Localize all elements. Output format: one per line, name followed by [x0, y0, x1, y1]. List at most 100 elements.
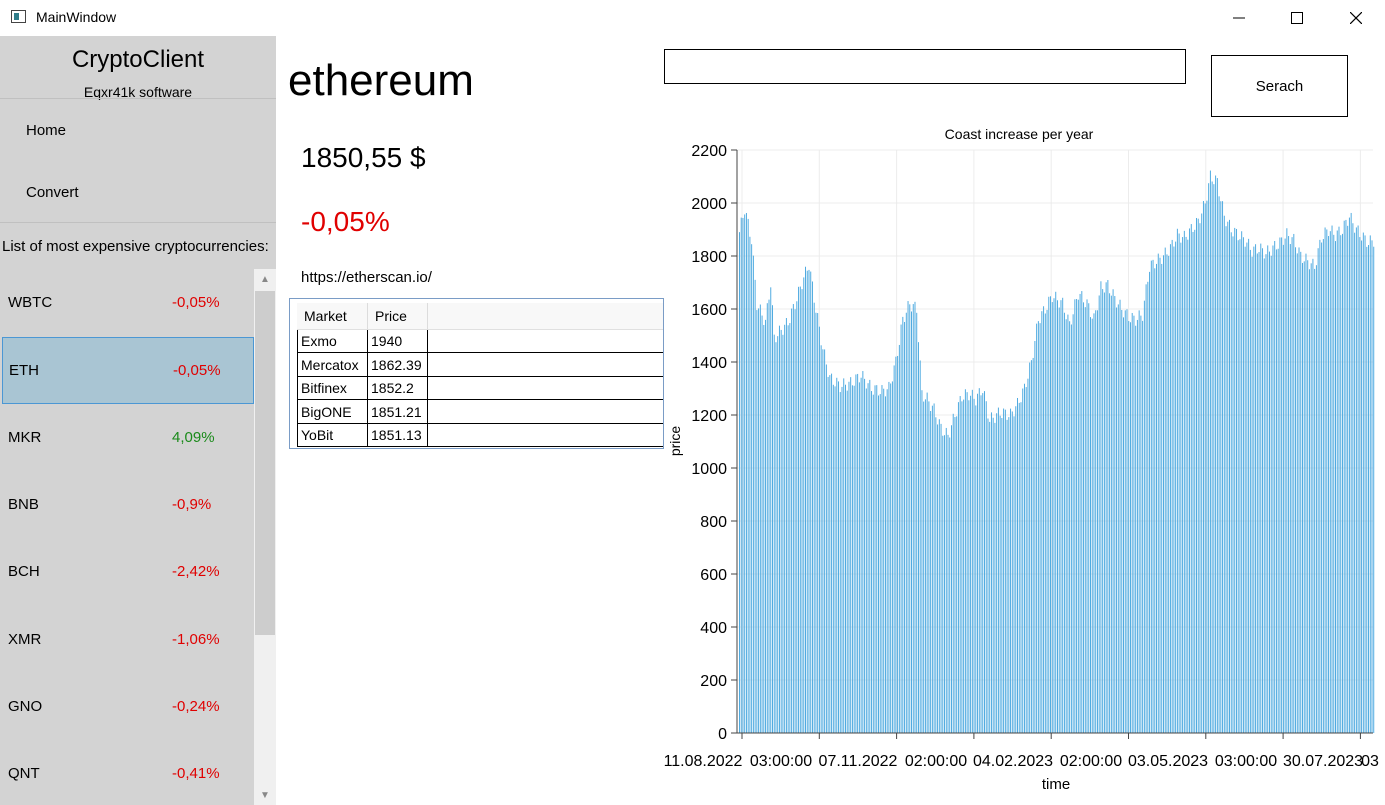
chart-bar	[952, 413, 954, 733]
chart-bar	[1096, 310, 1098, 733]
scroll-down-arrow-icon[interactable]: ▼	[260, 789, 270, 801]
table-row[interactable]: Bitfinex 1852.2	[297, 377, 663, 400]
chart-bar	[1157, 253, 1159, 733]
chart-bar	[1069, 321, 1071, 733]
chart-bar	[1110, 295, 1112, 733]
scroll-up-arrow-icon[interactable]: ▲	[260, 273, 270, 285]
chart-bar	[754, 279, 756, 733]
crypto-list-item[interactable]: BNB -0,9%	[2, 472, 254, 539]
column-separator	[427, 303, 428, 329]
chart-bar	[1185, 236, 1187, 733]
chart-bar	[904, 321, 906, 733]
crypto-list-item[interactable]: XMR -1,06%	[2, 607, 254, 674]
nav-convert[interactable]: Convert	[26, 184, 79, 201]
chart-bar	[1095, 310, 1097, 733]
chart-bar	[815, 312, 817, 733]
chart-bar	[1343, 220, 1345, 733]
chart-bar	[1201, 213, 1203, 733]
chart-bar	[772, 305, 773, 733]
search-input[interactable]	[664, 49, 1186, 84]
table-row[interactable]: Mercatox 1862.39	[297, 354, 663, 377]
chart-bar	[996, 413, 998, 733]
minimize-button[interactable]	[1210, 0, 1268, 36]
chart-bar	[805, 266, 806, 733]
chart-bar	[785, 318, 787, 733]
chart-bar	[973, 398, 975, 733]
close-button[interactable]	[1327, 0, 1385, 36]
chart-bar	[1281, 237, 1283, 734]
chart-bar	[749, 236, 751, 733]
table-row[interactable]: BigONE 1851.21	[297, 401, 663, 424]
chart-bar	[1171, 239, 1173, 734]
chart-bar	[895, 356, 897, 733]
crypto-list-item[interactable]: MKR 4,09%	[2, 405, 254, 472]
crypto-list-item[interactable]: WBTC -0,05%	[2, 270, 254, 337]
chart-bar	[1310, 263, 1312, 733]
chart-bar	[1020, 402, 1022, 733]
chart-bar	[751, 244, 753, 733]
chart-bar	[1204, 203, 1206, 734]
app-name: CryptoClient	[71, 46, 205, 73]
crypto-list-item[interactable]: ETH -0,05%	[2, 337, 254, 405]
chart-bar	[1128, 321, 1130, 733]
crypto-list-item[interactable]: QNT -0,41%	[2, 741, 254, 805]
chart-bar	[1213, 184, 1215, 733]
crypto-list-item[interactable]: GNO -0,24%	[2, 674, 254, 741]
column-header-price[interactable]: Price	[375, 308, 407, 324]
chart-bar	[879, 394, 881, 733]
coin-link[interactable]: https://etherscan.io/	[301, 269, 432, 286]
crypto-list-item[interactable]: BCH -2,42%	[2, 539, 254, 606]
chart-bar	[1145, 284, 1147, 733]
chart-bar	[1357, 225, 1359, 733]
chart-bar	[935, 417, 937, 733]
chart-bar	[884, 396, 886, 733]
chart-bar	[782, 334, 784, 733]
chart-bar	[878, 395, 879, 733]
chart-bar	[938, 419, 940, 733]
chart-bar	[1180, 242, 1182, 733]
nav-home[interactable]: Home	[26, 122, 67, 139]
chart-bar	[744, 214, 746, 733]
chart-bar	[1348, 217, 1350, 733]
chart-bar	[824, 349, 826, 733]
chart-bar	[1336, 230, 1338, 733]
chart-bar	[1048, 296, 1050, 733]
chart-bar	[1093, 313, 1095, 733]
y-tick-label: 1800	[691, 249, 727, 266]
crypto-change: -2,42%	[172, 563, 220, 581]
chart-bar	[1147, 281, 1149, 733]
chart-bar	[1307, 260, 1309, 733]
chart-bar	[1006, 419, 1008, 733]
scrollbar-thumb[interactable]	[255, 291, 275, 635]
chart-bar	[1211, 181, 1213, 734]
chart-bar	[864, 378, 866, 733]
table-row[interactable]: Exmo 1940	[297, 330, 663, 353]
chart-bar	[891, 381, 893, 733]
chart-bar	[1331, 225, 1333, 733]
chart-bar	[832, 384, 834, 733]
chart-bar	[982, 393, 984, 733]
chart-bar	[1015, 406, 1017, 733]
chart-bar	[1321, 242, 1323, 733]
chart-bar	[1107, 280, 1109, 733]
chart-bar	[977, 393, 979, 733]
chart-bar	[1156, 263, 1158, 733]
chart-bar	[956, 416, 958, 733]
chart-grid	[737, 149, 1373, 734]
chart-bar	[916, 312, 918, 733]
search-button[interactable]: Serach	[1211, 55, 1348, 117]
chart-bar	[865, 388, 867, 733]
crypto-symbol: XMR	[8, 630, 42, 648]
chart-bar	[780, 329, 782, 733]
chart-bar	[978, 388, 980, 733]
chart-bar	[1269, 251, 1270, 734]
crypto-list-scrollbar[interactable]: ▲ ▼	[254, 269, 276, 805]
maximize-button[interactable]	[1268, 0, 1326, 36]
column-header-market[interactable]: Market	[304, 308, 347, 324]
chart-bar	[1142, 320, 1144, 733]
chart-bar	[1347, 225, 1349, 733]
chart-bar	[1312, 258, 1314, 733]
chart-bar	[1067, 314, 1069, 733]
coin-price: 1850,55 $	[301, 142, 426, 173]
table-row[interactable]: YoBit 1851.13	[297, 424, 663, 447]
